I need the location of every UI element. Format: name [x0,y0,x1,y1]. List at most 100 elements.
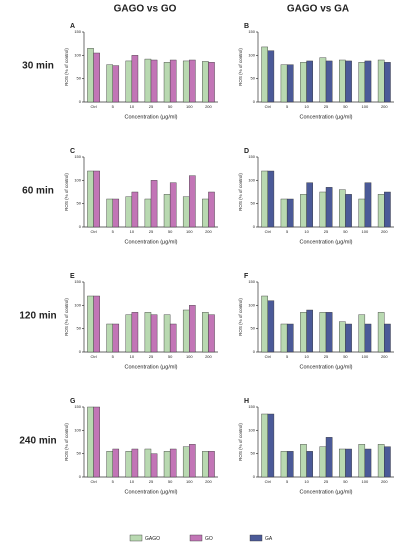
bar [93,406,100,478]
x-tick-label: 200 [381,229,388,234]
y-tick-label: 0 [79,474,82,479]
x-tick-label: 10 [304,104,309,109]
row-label: 240 min [19,436,56,447]
x-tick-label: 200 [381,479,388,484]
legend-swatch [129,534,143,542]
x-tick-label: Ctrl [90,354,96,359]
bar [169,448,177,478]
bar [339,189,346,228]
legend-swatch [189,534,203,542]
bar [202,61,209,103]
bar [325,437,333,478]
y-tick-label: 0 [253,224,256,229]
panel-letter: D [244,148,249,155]
x-tick-label: 100 [362,354,369,359]
legend-swatch [249,534,263,542]
bar [300,62,307,103]
x-tick-label: 25 [149,229,154,234]
bar [202,312,209,353]
x-tick-label: 200 [205,104,212,109]
legend-label: GO [205,536,213,542]
bar [325,60,333,103]
bar [377,312,385,353]
y-axis-label: ROS (% of control) [64,423,69,461]
bar [300,444,307,478]
x-tick-label: 25 [324,229,329,234]
x-tick-label: Ctrl [265,479,271,484]
y-tick-label: 0 [79,349,82,354]
bar [112,448,120,478]
bar [163,451,171,478]
x-tick-label: 5 [112,229,115,234]
y-tick-label: 150 [248,154,255,159]
bar [358,62,366,103]
legend-label: GA [265,536,273,542]
bar [106,323,113,353]
bar [112,198,120,228]
bar [87,406,94,478]
y-tick-label: 150 [248,29,255,34]
bar [106,451,113,478]
bar [319,57,327,103]
bar [339,321,346,353]
x-tick-label: 50 [343,479,348,484]
bar [384,191,391,228]
x-tick-label: 25 [149,104,154,109]
x-tick-label: Ctrl [265,104,271,109]
bar [339,59,346,103]
bar [280,451,288,478]
y-axis-label: ROS (% of control) [64,48,69,86]
y-axis-label: ROS (% of control) [238,298,243,336]
x-tick-label: 100 [186,479,193,484]
bar [125,451,133,478]
bar [189,59,196,103]
x-tick-label: 50 [168,229,173,234]
x-tick-label: 10 [304,354,309,359]
bar [364,448,372,478]
bar [267,300,275,353]
bar [189,444,196,478]
x-tick-label: 25 [324,354,329,359]
y-tick-label: 50 [251,451,256,456]
y-tick-label: 150 [74,154,81,159]
bar [261,46,268,103]
x-axis-label: Concentration (µg/ml) [300,489,353,495]
row-label: 60 min [22,186,54,197]
bar [300,312,307,353]
x-tick-label: 100 [362,104,369,109]
bar [267,170,275,228]
x-tick-label: 10 [130,479,135,484]
y-axis-label: ROS (% of control) [64,298,69,336]
bar [377,194,385,228]
x-tick-label: 10 [130,354,135,359]
bar [144,198,152,228]
x-tick-label: 200 [205,229,212,234]
bar [306,60,313,103]
bar [131,191,139,228]
x-tick-label: 10 [130,104,135,109]
panel-letter: B [244,23,249,30]
x-tick-label: 50 [343,354,348,359]
bar [150,453,158,478]
bar [300,194,307,228]
x-axis-label: Concentration (µg/ml) [125,114,178,120]
x-tick-label: 10 [130,229,135,234]
x-tick-label: 50 [168,479,173,484]
x-tick-label: 5 [286,104,289,109]
bar [325,312,333,353]
bar [345,194,352,228]
y-tick-label: 150 [74,29,81,34]
bar [306,451,313,478]
y-tick-label: 100 [248,52,255,57]
x-tick-label: 50 [168,354,173,359]
bar [364,182,372,228]
bar [306,309,313,353]
bar [384,62,391,103]
bar [384,323,391,353]
bar [106,198,113,228]
x-tick-label: 50 [168,104,173,109]
bar [267,50,275,103]
y-tick-label: 100 [74,302,81,307]
bar [169,182,177,228]
bar [169,59,177,103]
